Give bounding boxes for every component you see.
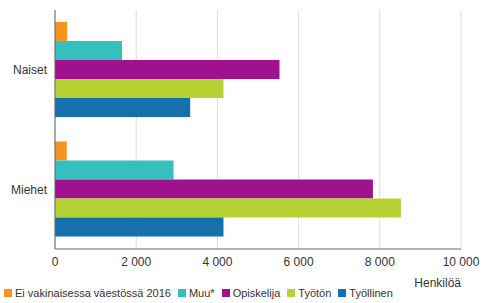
svg-text:Naiset: Naiset xyxy=(13,63,48,77)
html-text:Opiskelija: Opiskelija xyxy=(232,287,281,299)
svg-text:Miehet: Miehet xyxy=(11,183,48,197)
svg-text:6 000: 6 000 xyxy=(284,255,314,269)
svg-text:0: 0 xyxy=(52,255,59,269)
html-text:Muu*: Muu* xyxy=(188,287,215,299)
svg-text:4 000: 4 000 xyxy=(202,255,232,269)
svg-text:Henkilöä: Henkilöä xyxy=(414,276,461,290)
html-text:Työtön: Työtön xyxy=(298,287,332,299)
svg-text:8 000: 8 000 xyxy=(365,255,395,269)
html-text:Ei vakinaisessa väestössä 2016: Ei vakinaisessa väestössä 2016 xyxy=(15,287,171,299)
html-text:Työllinen: Työllinen xyxy=(349,287,393,299)
svg-text:2 000: 2 000 xyxy=(121,255,151,269)
svg-text:10 000: 10 000 xyxy=(443,255,480,269)
